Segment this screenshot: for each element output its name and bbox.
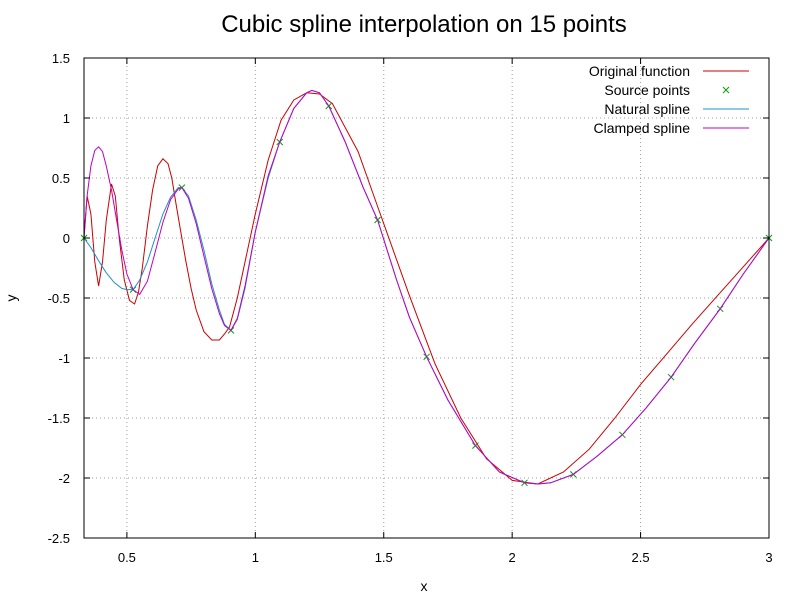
y-tick-label: -2 [58, 471, 70, 486]
x-tick-label: 2 [509, 550, 516, 565]
y-tick-label: 1.5 [52, 51, 70, 66]
x-tick-label: 2.5 [632, 550, 650, 565]
legend-label: Natural spline [604, 101, 690, 117]
chart-title: Cubic spline interpolation on 15 points [221, 11, 627, 38]
y-tick-label: 1 [63, 111, 70, 126]
legend-label: Clamped spline [594, 120, 691, 136]
y-tick-label: -1 [58, 351, 70, 366]
series-line-original-function [83, 92, 770, 485]
axis-ticks: 0.5 1 1.5 2 2.5 3 1.5 1 0.5 0 -0.5 -1 -1.5 -2 -2.5 [48, 51, 773, 565]
x-axis-label: x [421, 578, 428, 594]
x-tick-label: 3 [765, 550, 772, 565]
y-axis-label: y [3, 295, 19, 302]
legend: Original function Source points Natural sp… [589, 63, 749, 136]
y-tick-label: -2.5 [48, 531, 70, 546]
plot-series [80, 89, 773, 487]
y-tick-label: -0.5 [48, 291, 70, 306]
series-line-natural-spline [83, 89, 770, 485]
x-tick-label: 1.5 [375, 550, 393, 565]
y-tick-label: 0.5 [52, 171, 70, 186]
legend-swatch [722, 86, 730, 94]
legend-label: Source points [604, 82, 690, 98]
x-tick-label: 1 [252, 550, 259, 565]
series-line-clamped-spline [83, 89, 770, 485]
legend-label: Original function [589, 63, 690, 79]
x-tick-label: 0.5 [118, 550, 136, 565]
y-tick-label: -1.5 [48, 411, 70, 426]
y-tick-label: 0 [63, 231, 70, 246]
